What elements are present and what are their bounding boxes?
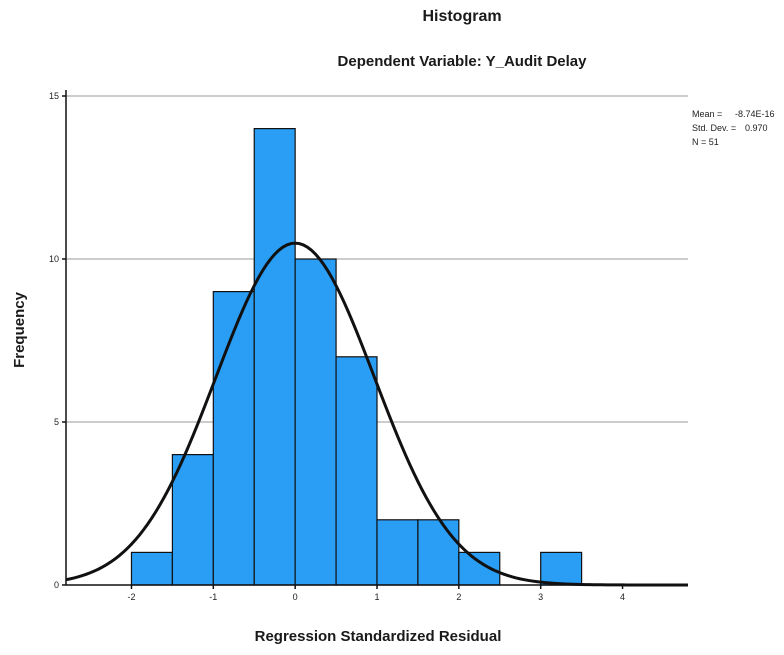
tick-labels: -2 -1 0 1 2 3 4 0 5 10 15 (49, 91, 625, 602)
x-tick-label-3: 3 (538, 592, 543, 602)
histogram-bar-5 (335, 356, 378, 586)
stat-mean-value: -8.74E-16 (735, 109, 775, 119)
histogram-bar-6 (376, 519, 419, 586)
x-axis-label: Regression Standardized Residual (255, 628, 502, 645)
stat-std-label: Std. Dev. = (692, 123, 736, 133)
y-tick-label-10: 10 (49, 254, 59, 264)
x-tick-label--1: -1 (209, 592, 217, 602)
y-tick-label-0: 0 (54, 580, 59, 590)
histogram-bar-4 (294, 258, 337, 586)
histogram-bar-2 (212, 291, 255, 586)
stat-mean-label: Mean = (692, 109, 722, 119)
x-tick-label--2: -2 (127, 592, 135, 602)
x-tick-label-1: 1 (374, 592, 379, 602)
histogram-bar-3 (253, 128, 296, 586)
stat-n: N = 51 (692, 137, 719, 147)
histogram-bar-7 (417, 519, 460, 586)
histogram-bar-1 (171, 454, 214, 586)
y-axis-label: Frequency (11, 291, 28, 368)
y-tick-label-15: 15 (49, 91, 59, 101)
histogram-bar-0 (130, 551, 173, 586)
x-tick-label-2: 2 (456, 592, 461, 602)
stats-box: Mean = -8.74E-16 Std. Dev. = 0.970 N = 5… (692, 109, 775, 147)
histogram-bar-9 (540, 551, 583, 586)
stat-std-value: 0.970 (745, 123, 768, 133)
chart-subtitle: Dependent Variable: Y_Audit Delay (338, 53, 588, 70)
x-tick-label-4: 4 (620, 592, 625, 602)
histogram-bars (130, 128, 583, 586)
chart-title: Histogram (422, 8, 501, 25)
x-tick-label-0: 0 (293, 592, 298, 602)
y-tick-label-5: 5 (54, 417, 59, 427)
